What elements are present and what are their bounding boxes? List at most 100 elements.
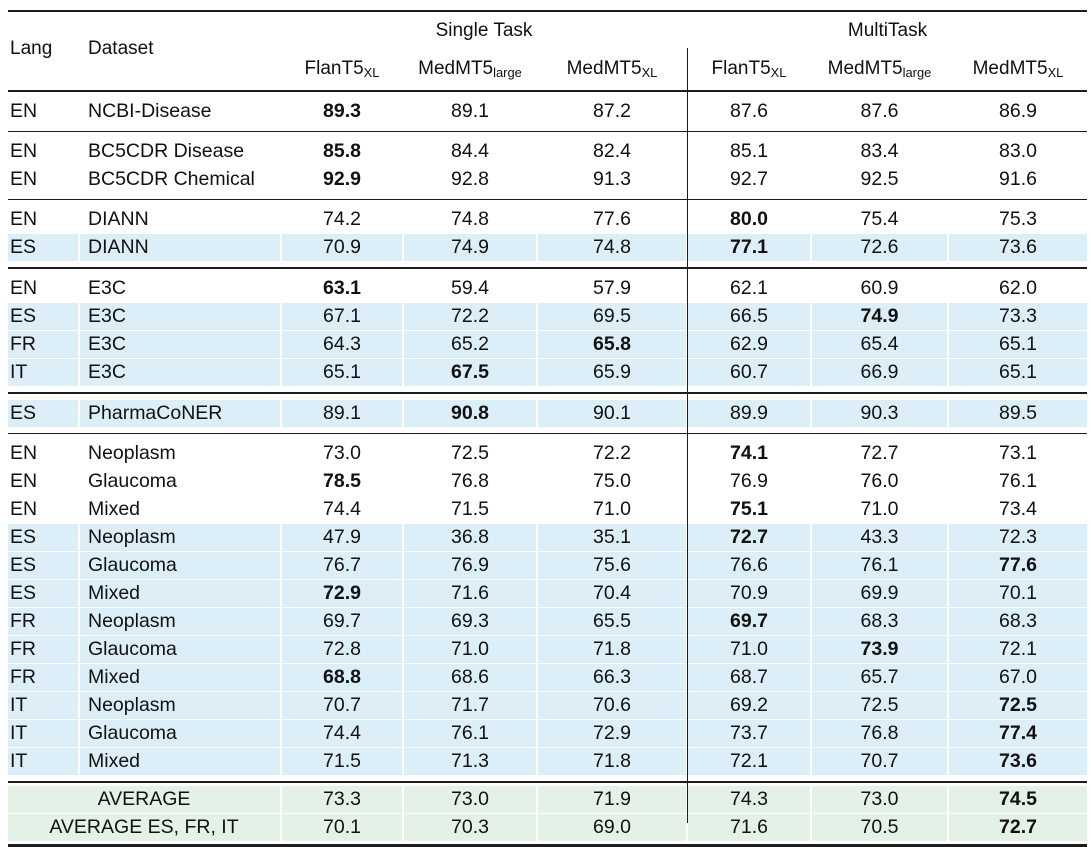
score-cell: 76.8 <box>451 470 489 493</box>
score-cell: 73.1 <box>999 442 1037 465</box>
score-cell: 71.0 <box>593 498 631 521</box>
table-rule <box>8 781 1087 784</box>
table-footer-averages: AVERAGE 73.3 73.0 71.9 74.3 73.0 74.5 AVERAGE E… <box>8 783 1087 844</box>
score-cell: 92.7 <box>730 167 768 190</box>
score-cell: 87.2 <box>593 99 631 122</box>
model-name: MedMT5 <box>972 58 1048 80</box>
score-cell: 90.3 <box>812 399 947 427</box>
dataset-cell: Mixed <box>88 498 141 521</box>
table-rule <box>8 432 1087 435</box>
score-cell: 73.6 <box>949 748 1087 776</box>
score-cell: 72.2 <box>404 303 536 331</box>
score-cell: 89.5 <box>949 399 1087 427</box>
score-cell: 67.0 <box>949 664 1087 692</box>
score-cell: 71.8 <box>538 748 686 776</box>
score-cell: 76.6 <box>688 552 810 580</box>
score-cell: 89.1 <box>451 99 489 122</box>
model-size-subscript: XL <box>1047 64 1064 80</box>
lang-cell: EN <box>10 498 38 521</box>
score-cell: 69.7 <box>282 608 402 636</box>
average-score-cell: 70.3 <box>404 814 536 842</box>
average-score-cell: 74.3 <box>688 786 810 814</box>
model-name: FlanT5 <box>304 58 364 80</box>
score-cell: 75.1 <box>730 498 768 521</box>
column-group-divider <box>687 48 689 823</box>
lang-cell: ES <box>8 552 78 580</box>
score-cell: 69.5 <box>538 303 686 331</box>
score-cell: 69.3 <box>404 608 536 636</box>
score-cell: 77.1 <box>688 234 810 262</box>
table-block-bc5cdr: EN BC5CDR Disease 85.8 84.4 82.4 85.1 83.4 83.0… <box>8 132 1087 199</box>
score-cell: 72.9 <box>538 720 686 748</box>
score-cell: 73.4 <box>999 498 1037 521</box>
score-cell: 80.0 <box>730 208 768 231</box>
average-score-cell: 69.0 <box>538 814 686 842</box>
score-cell: 89.9 <box>688 399 810 427</box>
score-cell: 87.6 <box>730 99 768 122</box>
model-size-subscript: XL <box>770 64 787 80</box>
score-cell: 84.4 <box>451 139 489 162</box>
lang-cell: ES <box>8 524 78 552</box>
dataset-cell: Glaucoma <box>80 636 280 664</box>
dataset-cell: Neoplasm <box>88 442 176 465</box>
dataset-cell: E3C <box>80 331 280 359</box>
score-cell: 83.4 <box>860 139 899 162</box>
average-score-cell: 72.7 <box>949 814 1087 842</box>
lang-cell: EN <box>10 277 38 300</box>
score-cell: 71.6 <box>404 580 536 608</box>
lang-cell: IT <box>8 720 78 748</box>
dataset-cell: BC5CDR Disease <box>88 139 245 162</box>
score-cell: 69.9 <box>812 580 947 608</box>
table-rule-bottom <box>8 844 1087 847</box>
score-cell: 67.1 <box>282 303 402 331</box>
average-score-cell: 70.5 <box>812 814 947 842</box>
lang-cell: EN <box>10 139 38 162</box>
score-cell: 70.7 <box>282 692 402 720</box>
score-cell: 65.1 <box>282 359 402 387</box>
lang-cell: IT <box>8 748 78 776</box>
score-cell: 78.5 <box>323 470 361 493</box>
column-header-model: FlanT5XL <box>688 58 810 84</box>
dataset-cell: NCBI-Disease <box>88 99 212 122</box>
dataset-cell: Glaucoma <box>80 552 280 580</box>
table-rule <box>8 90 1087 92</box>
score-cell: 57.9 <box>593 277 631 300</box>
score-cell: 66.3 <box>538 664 686 692</box>
score-cell: 73.0 <box>323 442 361 465</box>
score-cell: 70.9 <box>688 580 810 608</box>
score-cell: 91.6 <box>999 167 1037 190</box>
score-cell: 76.8 <box>812 720 947 748</box>
score-cell: 85.1 <box>730 139 768 162</box>
score-cell: 64.3 <box>282 331 402 359</box>
score-cell: 71.7 <box>404 692 536 720</box>
average-score-cell: 73.0 <box>812 786 947 814</box>
table-rule-top <box>8 10 1087 13</box>
score-cell: 67.5 <box>404 359 536 387</box>
score-cell: 72.1 <box>688 748 810 776</box>
score-cell: 66.9 <box>812 359 947 387</box>
score-cell: 47.9 <box>282 524 402 552</box>
score-cell: 59.4 <box>451 277 489 300</box>
dataset-cell: PharmaCoNER <box>80 399 280 427</box>
column-header-model: MedMT5large <box>812 58 947 84</box>
score-cell: 76.1 <box>812 552 947 580</box>
dataset-cell: Neoplasm <box>80 608 280 636</box>
score-cell: 70.9 <box>282 234 402 262</box>
score-cell: 74.4 <box>282 720 402 748</box>
column-header-model: MedMT5large <box>404 58 536 84</box>
score-cell: 87.6 <box>860 99 899 122</box>
average-score-cell: 70.1 <box>282 814 402 842</box>
dataset-cell: Neoplasm <box>80 692 280 720</box>
score-cell: 74.2 <box>323 208 361 231</box>
dataset-cell: Glaucoma <box>80 720 280 748</box>
dataset-cell: E3C <box>88 277 126 300</box>
lang-cell: EN <box>10 442 38 465</box>
lang-cell: EN <box>10 167 38 190</box>
score-cell: 70.6 <box>538 692 686 720</box>
score-cell: 72.7 <box>860 442 899 465</box>
lang-cell: ES <box>8 303 78 331</box>
average-score-cell: 74.5 <box>949 786 1087 814</box>
score-cell: 68.3 <box>812 608 947 636</box>
score-cell: 77.4 <box>949 720 1087 748</box>
score-cell: 74.9 <box>812 303 947 331</box>
